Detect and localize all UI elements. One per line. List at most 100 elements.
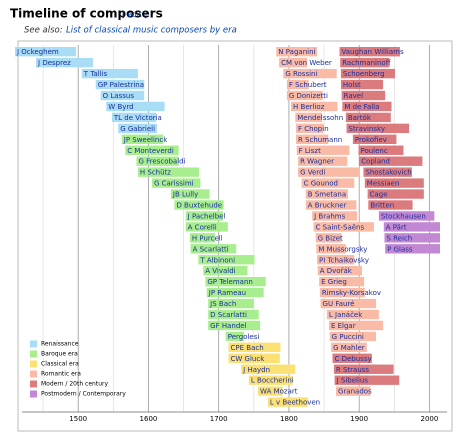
composer-label[interactable]: Mendelssohn [297, 114, 343, 122]
composer-label[interactable]: Prokofiev [355, 136, 387, 144]
composer-label[interactable]: Ravel [344, 92, 363, 100]
composer-label[interactable]: Rimsky-Korsakov [322, 289, 381, 297]
composer-label[interactable]: F Chopin [298, 125, 329, 133]
composer-label[interactable]: J Sibelius [336, 377, 369, 385]
composer-label[interactable]: E Elgar [331, 322, 356, 330]
composer-label[interactable]: E Grieg [321, 278, 347, 286]
composer-label[interactable]: C Debussy [334, 355, 371, 363]
composer-bar [189, 233, 216, 243]
composer-label[interactable]: Holst [343, 81, 361, 89]
composer-label[interactable]: Granados [338, 388, 372, 396]
composer-label[interactable]: B Smetana [308, 191, 346, 199]
composer-label[interactable]: Pergolesi [228, 333, 260, 341]
composer-label[interactable]: L v Beethoven [270, 399, 320, 407]
x-tick-label: 1900 [350, 415, 368, 423]
composer-label[interactable]: TL de Victoria [113, 114, 162, 122]
composer-label[interactable]: GF Handel [210, 322, 246, 330]
composer-bar [305, 200, 357, 210]
composer-label[interactable]: Stravinsky [349, 125, 385, 133]
composer-label[interactable]: J Brahms [313, 212, 346, 220]
composer-label[interactable]: WA Mozart [260, 388, 298, 396]
composer-label[interactable]: G Bizet [318, 234, 343, 242]
composer-label[interactable]: Schoenberg [343, 70, 385, 78]
composer-label[interactable]: R Schumann [298, 136, 342, 144]
composer-bar [100, 90, 145, 101]
composer-label[interactable]: GP Palestrina [98, 81, 144, 89]
composer-label[interactable]: CM von Weber [281, 59, 332, 67]
composer-label[interactable]: Copland [361, 158, 390, 166]
composer-label[interactable]: J Desprez [37, 59, 71, 67]
composer-label[interactable]: H Berlioz [293, 103, 325, 111]
composer-label[interactable]: A Dvořák [320, 267, 353, 275]
composer-label[interactable]: P Glass [387, 245, 413, 253]
composer-label[interactable]: Shostakovich [365, 169, 411, 177]
composer-label[interactable]: A Vivaldi [205, 267, 235, 275]
composer-label[interactable]: T Albinoni [199, 256, 235, 264]
edit-link[interactable]: [ edit ] [122, 10, 147, 19]
composer-label[interactable]: Britten [370, 202, 394, 210]
composer-label[interactable]: GP Telemann [207, 278, 253, 286]
composer-label[interactable]: F Schubert [289, 81, 327, 89]
composer-label[interactable]: R Wagner [300, 158, 334, 166]
composer-label[interactable]: G Puccini [332, 333, 364, 341]
composer-label[interactable]: G Carissimi [154, 180, 194, 188]
composer-label[interactable]: R Strauss [336, 366, 370, 374]
composer-label[interactable]: G Rossini [285, 70, 317, 78]
composer-bar [364, 178, 424, 188]
composer-label[interactable]: J Ockeghem [16, 48, 59, 56]
composer-label[interactable]: N Paganini [278, 48, 315, 56]
composer-label[interactable]: F Liszt [299, 147, 321, 155]
composer-label[interactable]: A Pärt [386, 223, 407, 231]
composer-label[interactable]: T Tallis [83, 70, 108, 78]
composer-bar [136, 156, 179, 166]
composer-label[interactable]: O Lassus [103, 92, 135, 100]
composer-label[interactable]: C Saint-Saëns [316, 223, 365, 231]
composer-label[interactable]: Stockhausen [381, 212, 426, 220]
composer-label[interactable]: C Monteverdi [127, 147, 174, 155]
composer-label[interactable]: Vaughan Williams [342, 48, 404, 56]
composer-label[interactable]: JP Sweelinck [123, 136, 168, 144]
legend-swatch [30, 340, 37, 348]
composer-bar [208, 298, 254, 309]
composer-label[interactable]: JS Bach [209, 300, 236, 308]
composer-label[interactable]: W Byrd [108, 103, 133, 111]
composer-label[interactable]: S Reich [386, 234, 412, 242]
composer-label[interactable]: Cage [370, 191, 388, 199]
composer-label[interactable]: PI Tchaikovsky [319, 256, 369, 264]
composer-label[interactable]: M Mussorgsky [318, 245, 367, 253]
composer-label[interactable]: L Janáček [329, 311, 363, 319]
composer-label[interactable]: L Boccherini [251, 377, 294, 385]
composer-label[interactable]: A Scarlatti [193, 245, 229, 253]
composer-label[interactable]: Rachmaninoff [342, 59, 390, 67]
composer-label[interactable]: A Corelli [188, 223, 217, 231]
composer-label[interactable]: H Purcell [192, 234, 223, 242]
composer-label[interactable]: A Bruckner [308, 202, 347, 210]
composer-label[interactable]: CW Gluck [231, 355, 266, 363]
composer-label[interactable]: G Verdi [300, 169, 325, 177]
composer-label[interactable]: H Schütz [140, 169, 171, 177]
composer-bar [170, 189, 210, 199]
composer-label[interactable]: G Frescobaldi [139, 158, 186, 166]
composer-label[interactable]: CPE Bach [231, 344, 264, 352]
composer-label[interactable]: Bartók [348, 114, 372, 122]
composer-label[interactable]: C Gounod [304, 180, 338, 188]
composer-label[interactable]: D Buxtehude [176, 202, 222, 210]
composer-label[interactable]: JB Lully [172, 191, 198, 199]
composer-label[interactable]: G Gabrieli [120, 125, 155, 133]
see-also-link[interactable]: List of classical music composers by era [66, 26, 237, 36]
composer-label[interactable]: D Scarlatti [210, 311, 247, 319]
composer-bar [295, 123, 324, 134]
composer-bar [313, 222, 374, 232]
composer-label[interactable]: GU Fauré [323, 300, 355, 308]
legend-swatch [30, 380, 37, 388]
composer-label[interactable]: G Mahler [333, 344, 365, 352]
composer-label[interactable]: JP Rameau [208, 289, 246, 297]
composer-label[interactable]: Poulenc [360, 147, 387, 155]
composer-label[interactable]: J Pachelbel [187, 212, 226, 220]
composer-bar [298, 156, 348, 166]
composer-label[interactable]: M de Falla [344, 103, 379, 111]
composer-label[interactable]: Messiaen [367, 180, 400, 188]
composer-label[interactable]: J Haydn [242, 366, 270, 374]
composer-label[interactable]: G Donizetti [289, 92, 328, 100]
